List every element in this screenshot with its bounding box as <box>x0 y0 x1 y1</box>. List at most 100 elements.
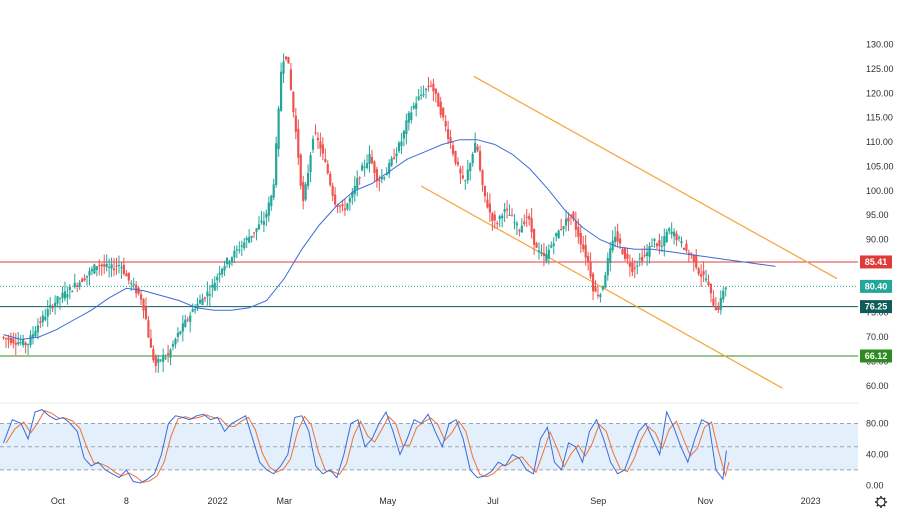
candle-body <box>260 220 263 223</box>
price-axis-tick: 120.00 <box>866 88 894 98</box>
candle-body <box>523 221 526 225</box>
price-axis-tick: 105.00 <box>866 161 894 171</box>
candle-body <box>370 156 374 164</box>
candle-body <box>400 141 403 146</box>
gear-icon[interactable] <box>875 496 887 508</box>
candle-body <box>555 233 558 237</box>
candle-body <box>12 338 15 344</box>
candle-body <box>469 163 472 172</box>
candle-body <box>130 282 133 284</box>
candle-body <box>206 291 209 297</box>
candle-body <box>110 264 113 269</box>
candle-body <box>39 321 42 323</box>
level-badge <box>860 300 892 314</box>
candle-body <box>513 222 516 224</box>
candle-body <box>115 265 118 267</box>
candle-body <box>420 94 423 96</box>
candle-body <box>422 94 425 96</box>
candle-body <box>240 245 243 247</box>
candle-body <box>2 337 5 339</box>
candle-body <box>147 320 150 338</box>
candle-body <box>707 281 710 286</box>
candle-body <box>373 161 376 174</box>
candle-body <box>100 264 103 267</box>
candle-body <box>341 204 344 207</box>
candle-body <box>125 273 128 277</box>
candle-body <box>216 276 219 281</box>
candle-body <box>356 178 359 189</box>
candle-body <box>407 112 410 123</box>
candle-body <box>230 257 234 262</box>
candle-body <box>648 245 651 257</box>
candle-body <box>159 359 162 361</box>
candle-body <box>503 209 506 212</box>
candle-body <box>363 166 366 168</box>
candle-body <box>171 344 175 347</box>
candle-body <box>351 191 354 198</box>
candle-body <box>98 265 101 267</box>
level-badge-label: 76.25 <box>865 302 888 312</box>
candle-body <box>392 157 396 160</box>
candle-body <box>294 115 297 132</box>
candle-body <box>636 265 639 267</box>
candle-body <box>270 195 273 207</box>
oscillator-d-line <box>5 409 730 483</box>
candle-body <box>316 137 320 141</box>
candle-body <box>552 243 555 246</box>
price-axis-tick: 100.00 <box>866 186 894 196</box>
candle-body <box>695 255 698 268</box>
candle-body <box>343 208 347 211</box>
x-axis-tick: 8 <box>124 496 129 506</box>
x-axis-tick: Oct <box>51 496 66 506</box>
candle-body <box>49 305 52 308</box>
candle-body <box>24 342 27 346</box>
price-axis-tick: 90.00 <box>866 235 889 245</box>
candle-body <box>638 258 641 260</box>
candle-body <box>117 265 121 267</box>
candle-body <box>402 130 406 139</box>
candle-body <box>61 292 64 299</box>
candle-body <box>525 216 528 218</box>
candle-body <box>663 236 666 246</box>
candle-body <box>127 272 130 281</box>
candle-body <box>73 282 76 288</box>
candle-body <box>719 297 722 310</box>
candle-body <box>56 296 59 304</box>
candle-body <box>85 275 89 278</box>
candle-body <box>380 177 383 180</box>
candle-body <box>292 92 295 113</box>
x-axis-tick: 2022 <box>208 496 228 506</box>
x-axis-tick: Mar <box>276 496 292 506</box>
candle-body <box>478 151 482 171</box>
candle-body <box>169 349 172 358</box>
candle-body <box>641 256 644 262</box>
candle-body <box>397 142 401 152</box>
candle-body <box>574 220 577 230</box>
candle-body <box>530 218 533 233</box>
candle-body <box>348 198 351 203</box>
candle-body <box>461 175 464 179</box>
x-axis-tick: Jul <box>487 496 499 506</box>
candle-body <box>9 337 12 344</box>
candle-body <box>243 242 246 249</box>
price-axis-tick: 60.00 <box>866 381 889 391</box>
candle-body <box>724 287 727 290</box>
candle-body <box>225 257 229 264</box>
candle-body <box>302 182 305 202</box>
candle-body <box>508 214 511 216</box>
candle-body <box>252 232 256 234</box>
candle-body <box>540 252 543 254</box>
candle-body <box>618 238 622 244</box>
candle-body <box>186 319 189 321</box>
candle-body <box>112 268 116 271</box>
channel-line <box>473 75 838 280</box>
level-badge <box>860 349 892 363</box>
candle-body <box>712 298 715 306</box>
candle-body <box>464 180 467 182</box>
candle-body <box>459 168 462 174</box>
candle-body <box>429 85 433 87</box>
candle-body <box>415 103 418 109</box>
candle-body <box>505 208 509 211</box>
candle-body <box>135 284 138 294</box>
